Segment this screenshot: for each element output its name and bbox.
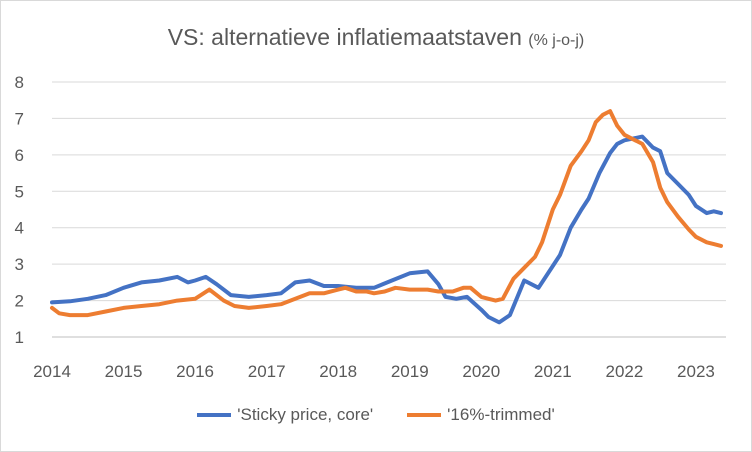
legend-label-sticky: 'Sticky price, core' — [237, 405, 374, 424]
x-tick-label-2015: 2015 — [105, 362, 143, 381]
legend-item-sticky: 'Sticky price, core' — [197, 405, 373, 425]
x-tick-label-2018: 2018 — [319, 362, 357, 381]
y-tick-label-1: 1 — [15, 328, 24, 347]
gridlines — [52, 81, 726, 302]
x-tick-label-2022: 2022 — [605, 362, 643, 381]
legend-swatch-trimmed — [407, 413, 442, 417]
series-lines — [50, 109, 723, 325]
x-tick-label-2020: 2020 — [462, 362, 500, 381]
chart-title: VS: alternatieve inflatiemaatstaven (% j… — [0, 24, 752, 51]
x-tick-label-2019: 2019 — [391, 362, 429, 381]
y-tick-label-4: 4 — [15, 219, 24, 238]
x-tick-label-2017: 2017 — [248, 362, 286, 381]
legend-label-trimmed: '16%-trimmed' — [447, 405, 555, 424]
legend-swatch-sticky — [197, 413, 232, 417]
x-axis-tick-labels: 2014 2015 2016 2017 2018 2019 2020 2021 2022 2023 — [33, 362, 715, 381]
y-tick-label-7: 7 — [15, 109, 24, 128]
series-line-1 — [50, 109, 723, 318]
series-line-0 — [50, 134, 723, 325]
chart-subtitle: (% j-o-j) — [528, 32, 585, 49]
x-tick-label-2016: 2016 — [176, 362, 214, 381]
y-tick-label-2: 2 — [15, 292, 24, 311]
x-tick-label-2023: 2023 — [677, 362, 715, 381]
y-tick-label-3: 3 — [15, 255, 24, 274]
y-axis-tick-labels: 1 2 3 4 5 6 7 8 — [15, 73, 24, 347]
x-tick-label-2014: 2014 — [33, 362, 71, 381]
y-tick-label-6: 6 — [15, 146, 24, 165]
y-tick-label-8: 8 — [15, 73, 24, 92]
y-tick-label-5: 5 — [15, 182, 24, 201]
x-tick-label-2021: 2021 — [534, 362, 572, 381]
chart-title-text: VS: alternatieve inflatiemaatstaven — [167, 24, 522, 50]
legend-item-trimmed: '16%-trimmed' — [407, 405, 555, 425]
legend: 'Sticky price, core' '16%-trimmed' — [0, 405, 752, 425]
